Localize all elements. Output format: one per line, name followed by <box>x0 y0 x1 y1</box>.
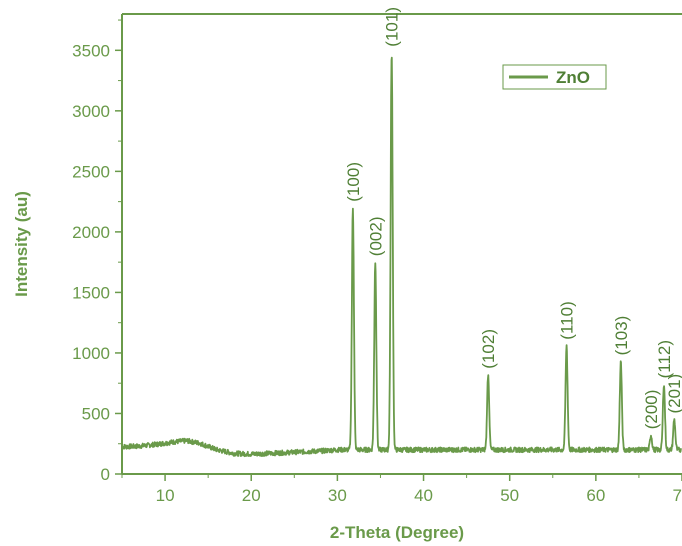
y-tick-label: 0 <box>101 465 110 484</box>
x-axis-title: 2-Theta (Degree) <box>330 523 464 542</box>
peak-label: (201) <box>665 374 682 414</box>
x-tick-label: 10 <box>156 486 175 505</box>
peak-labels: (100)(002) (101) (102) (110) (103) (200) (112)… <box>344 7 682 429</box>
y-tick-label: 1000 <box>72 344 110 363</box>
y-tick-label: 3500 <box>72 41 110 60</box>
x-tick-label: 60 <box>586 486 605 505</box>
x-tick-label: 30 <box>328 486 347 505</box>
peak-label: (103) <box>612 316 631 356</box>
y-tick-label: 2500 <box>72 162 110 181</box>
x-tick-label: 70 <box>673 486 682 505</box>
peak-label: (101) <box>383 7 402 47</box>
peak-label: (102) <box>479 329 498 369</box>
legend: ZnO <box>502 64 607 90</box>
series-line-zno <box>121 56 682 458</box>
y-axis-title: Intensity (au) <box>12 191 31 297</box>
peak-label: (200) <box>642 390 661 430</box>
y-tick-label: 1500 <box>72 283 110 302</box>
y-tick-label: 2000 <box>72 223 110 242</box>
legend-box <box>502 64 607 90</box>
peak-label: (112) <box>655 340 674 378</box>
y-tick-label: 3000 <box>72 102 110 121</box>
peak-label: (002) <box>366 217 385 257</box>
peak-label: (100) <box>344 162 363 202</box>
series-layer <box>121 56 682 458</box>
y-tick-label: 500 <box>82 404 110 423</box>
x-tick-label: 40 <box>414 486 433 505</box>
x-tick-label: 50 <box>500 486 519 505</box>
peak-label: (110) <box>558 301 577 339</box>
axes: 10 20 30 40 50 60 70 0 500 1000 1500 2000 2500 3000 35… <box>72 13 682 505</box>
legend-entry: ZnO <box>556 68 590 87</box>
x-tick-label: 20 <box>242 486 261 505</box>
